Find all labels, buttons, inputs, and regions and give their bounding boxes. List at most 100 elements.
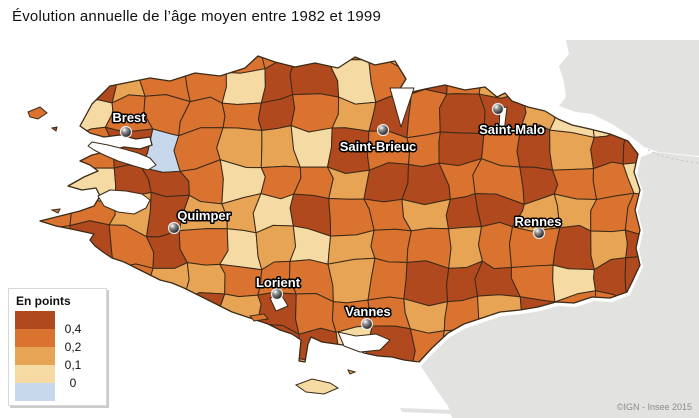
- canton-cell: [221, 68, 266, 105]
- canton-cell: [103, 293, 147, 333]
- canton-cell: [624, 192, 640, 238]
- city-marker-lorient: Lorient: [254, 274, 302, 301]
- island-strip: [400, 408, 500, 414]
- canton-cell: [435, 56, 488, 66]
- canton-cell: [183, 64, 227, 104]
- canton-cell: [178, 228, 229, 266]
- canton-cell: [145, 323, 189, 362]
- bay-water: [389, 87, 415, 128]
- canton-cell: [181, 329, 223, 362]
- canton-cell: [77, 56, 116, 70]
- canton-cell: [552, 225, 595, 271]
- city-label: Saint-Malo: [479, 122, 545, 137]
- city-marker-vannes: Vannes: [344, 303, 392, 331]
- city-label: Lorient: [256, 275, 301, 290]
- canton-cell: [40, 225, 75, 262]
- canton-cell: [401, 198, 451, 232]
- canton-cell: [260, 56, 302, 70]
- canton-cell: [75, 60, 117, 104]
- canton-cell: [40, 134, 74, 170]
- canton-cell: [221, 357, 263, 362]
- canton-cell: [513, 56, 556, 69]
- legend-swatch: [15, 329, 55, 347]
- canton-cell: [183, 363, 224, 398]
- page-title: Évolution annuelle de l’âge moyen entre …: [12, 8, 382, 25]
- legend-swatch: [15, 311, 55, 329]
- canton-cell: [482, 56, 519, 64]
- sea-patch: [378, 362, 452, 418]
- canton-cell: [293, 56, 338, 65]
- canton-cell: [295, 292, 337, 335]
- canton-cell: [40, 60, 81, 103]
- legend-label: 0,1: [64, 358, 82, 372]
- canton-cell: [109, 56, 153, 67]
- city-marker-quimper: Quimper: [167, 207, 232, 235]
- land-east-loire: [421, 152, 699, 418]
- canton-cell: [370, 228, 412, 263]
- canton-cell: [624, 229, 640, 263]
- canton-cell: [107, 358, 155, 362]
- city-label: Rennes: [515, 214, 562, 229]
- bay-water: [337, 331, 391, 353]
- canton-cell: [333, 364, 371, 397]
- island: [27, 106, 48, 120]
- city-marker-saint-brieuc: Saint-Brieuc: [338, 123, 418, 156]
- canton-cell: [290, 93, 340, 133]
- city-dot: [491, 102, 505, 116]
- city-dot: [119, 125, 133, 139]
- canton-cell: [224, 56, 266, 74]
- canton-cell: [327, 257, 376, 304]
- city-label: Saint-Brieuc: [340, 139, 417, 154]
- canton-cell: [40, 159, 70, 202]
- canton-cell: [259, 354, 300, 362]
- canton-cell: [141, 293, 185, 331]
- legend-swatch: [15, 383, 55, 401]
- island: [347, 369, 357, 375]
- canton-cell: [68, 220, 115, 270]
- bay-water: [87, 141, 157, 171]
- canton-cell: [180, 292, 226, 336]
- city-label: Brest: [112, 110, 146, 125]
- legend: En points 0,4 0,2 0,1 0: [8, 288, 107, 406]
- canton-cell: [145, 262, 190, 300]
- canton-cell: [367, 257, 408, 301]
- canton-cell: [478, 61, 525, 99]
- canton-cell: [400, 56, 441, 72]
- island: [294, 378, 340, 395]
- island: [50, 208, 61, 214]
- legend-title: En points: [16, 294, 71, 308]
- city-label: Quimper: [177, 208, 230, 223]
- city-label: Vannes: [345, 304, 391, 319]
- city-dot: [167, 221, 181, 235]
- city-dot: [532, 226, 546, 240]
- canton-cell: [221, 102, 263, 132]
- legend-label: 0: [69, 376, 77, 390]
- legend-swatch: [15, 365, 55, 383]
- legend-swatch: [15, 347, 55, 365]
- island: [249, 313, 269, 322]
- canton-cell: [144, 358, 190, 362]
- city-dot: [360, 317, 374, 331]
- canton-cell: [447, 226, 483, 269]
- bay-water: [97, 189, 151, 215]
- canton-cell: [549, 129, 595, 171]
- attribution-text: ©IGN - Insee 2015: [616, 402, 692, 412]
- city-dot: [270, 287, 284, 301]
- land-normandy: [559, 40, 699, 156]
- city-dot: [376, 123, 390, 137]
- canton-cell: [141, 56, 185, 69]
- canton-cell: [403, 260, 450, 307]
- canton-cell: [104, 327, 155, 362]
- city-marker-brest: Brest: [111, 109, 148, 139]
- canton-cell: [215, 323, 263, 362]
- canton-cell: [515, 61, 555, 105]
- canton-cell: [107, 263, 154, 302]
- legend-label: 0,2: [64, 340, 82, 354]
- island: [50, 126, 58, 132]
- city-marker-saint-malo: Saint-Malo: [478, 102, 546, 139]
- legend-label: 0,4: [64, 322, 82, 336]
- canton-cell: [40, 56, 82, 68]
- city-marker-rennes: Rennes: [513, 213, 563, 240]
- canton-cell: [177, 56, 227, 73]
